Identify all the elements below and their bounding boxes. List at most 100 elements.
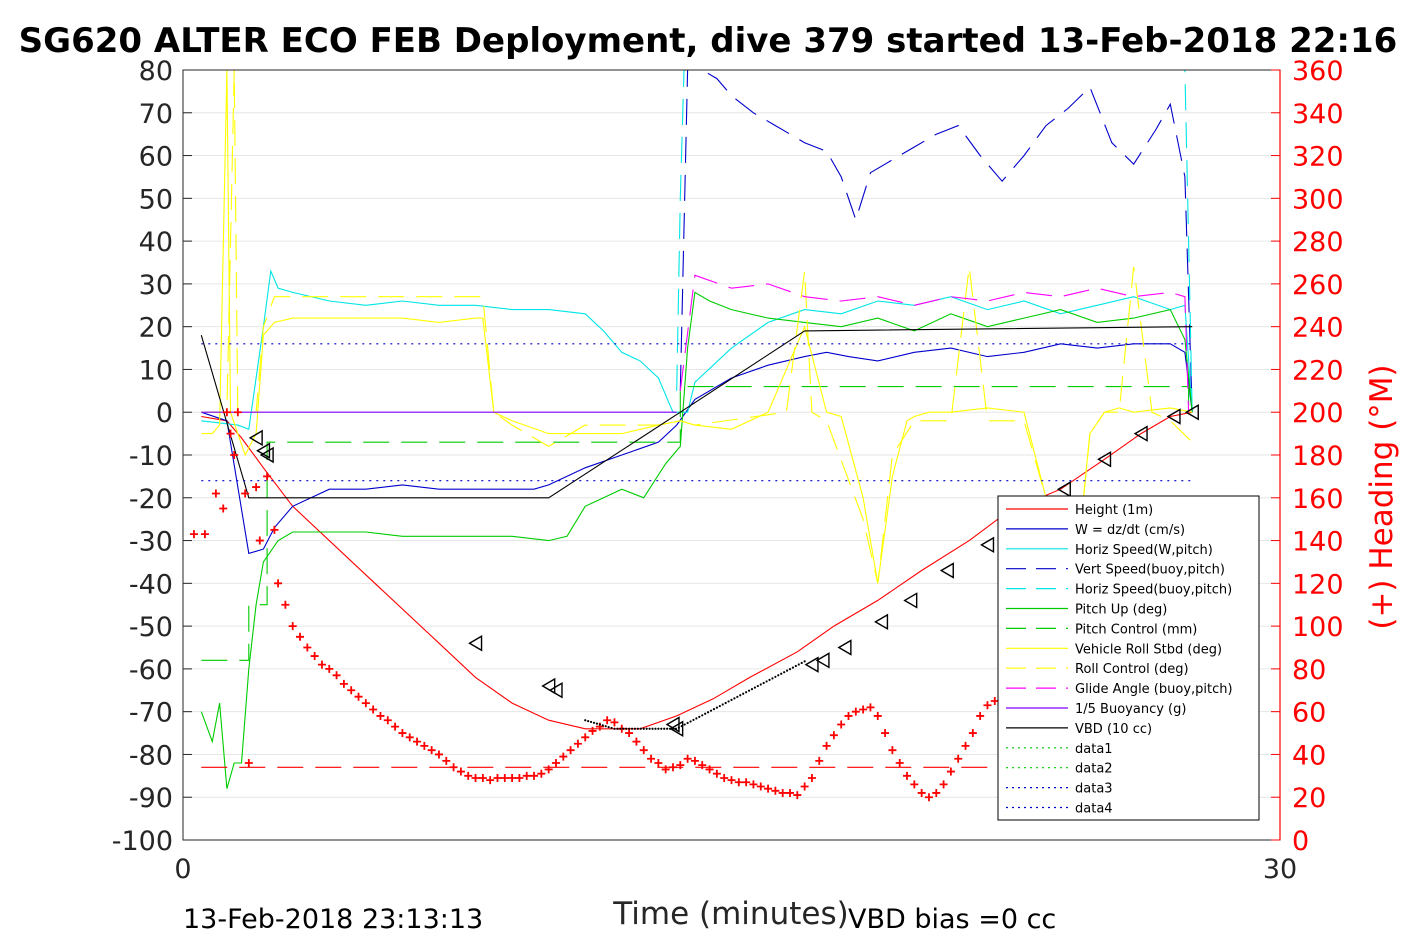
heading-point [654,759,663,767]
series-line-5 [200,291,1193,789]
trail-dot [783,671,786,674]
heading-point [581,733,590,742]
left-tick-label: 80 [139,56,173,87]
heading-point [683,754,692,763]
trail-dot [630,727,634,730]
trail-dot [645,727,648,730]
right-tick-label: 120 [1292,569,1344,600]
right-tick-label: 200 [1292,398,1344,429]
triangle-marker [874,613,889,631]
trail-dot [794,664,797,668]
trail-dot [674,727,678,730]
triangle-marker [939,562,954,579]
heading-point [515,773,524,782]
axes: 80706050403020100-10-20-30-40-50-60-70-8… [112,56,1344,885]
heading-point [537,769,546,778]
legend-label: Vehicle Roll Stbd (deg) [1075,642,1222,657]
trail-dot [598,723,601,726]
heading-point [288,622,297,631]
heading-point [639,746,648,755]
heading-point [383,716,392,725]
trail-dot [780,672,783,675]
triangle-marker [980,536,995,554]
trail-dot [721,703,724,706]
x-tick-label: 30 [1263,854,1297,885]
heading-point [478,773,487,782]
heading-point [756,782,765,791]
left-tick-label: 0 [156,398,173,429]
trail-dot [660,727,663,730]
triangle-marker [1133,425,1148,442]
heading-point [632,737,641,746]
trail-dot [671,727,675,730]
heading-point [347,686,356,695]
trail-dot [613,727,616,730]
legend-label: Pitch Up (deg) [1075,603,1167,618]
legend-label: 1/5 Buoyancy (g) [1075,702,1186,717]
heading-point [456,767,465,776]
left-tick-label: -40 [129,569,173,600]
heading-point [749,780,758,789]
trail-dot [628,727,631,730]
trail-dot [619,727,622,730]
trail-dot [698,715,701,718]
heading-point [990,696,999,705]
heading-point [369,705,378,714]
trail-dot [683,723,686,726]
heading-point [303,643,312,652]
heading-point [522,771,531,780]
trail-dot [592,721,596,724]
right-tick-label: 80 [1292,655,1326,686]
heading-point [764,784,773,793]
trail-dot [785,669,789,672]
heading-point [427,746,436,755]
heading-point [464,771,473,780]
triangle-marker [815,652,830,669]
left-tick-label: -60 [129,655,173,686]
heading-point [588,726,597,735]
heading-point [530,771,539,780]
heading-point [668,763,677,772]
heading-point [310,652,319,661]
heading-point [413,737,422,746]
heading-point [508,773,517,782]
right-tick-label: 160 [1292,484,1344,515]
legend-label: Vert Speed(buoy,pitch) [1075,563,1225,578]
left-tick-label: 70 [139,99,173,130]
left-tick-label: 20 [139,313,173,344]
left-tick-label: 10 [139,355,173,386]
heading-point [815,756,824,765]
trail-dot [747,689,751,692]
heading-point [361,699,370,708]
triangle-marker [248,429,263,447]
legend-label: Pitch Control (mm) [1075,622,1197,637]
trail-dot [657,727,660,730]
trail-dot [750,688,754,691]
heading-point [226,429,235,438]
right-tick-label: 240 [1292,313,1344,344]
trail-dot [774,675,777,678]
series-line-1 [201,343,1193,555]
triangle-marker [259,446,274,464]
heading-point [873,711,882,720]
right-tick-label: 360 [1292,56,1344,87]
heading-point [263,472,272,481]
trail-dot [803,660,806,663]
trail-dot [727,700,730,703]
right-tick-label: 100 [1292,612,1344,643]
heading-point [211,489,220,498]
legend-label: Glide Angle (buoy,pitch) [1075,682,1233,697]
trail-dot [712,708,716,711]
heading-point [881,729,890,738]
trail-dot [695,717,698,720]
heading-point [822,741,831,750]
triangle-marker [1056,481,1071,498]
heading-point [376,711,385,720]
heading-point [603,716,612,725]
trail-dot [777,674,780,677]
heading-point [837,720,846,729]
trail-dot [668,727,672,730]
heading-point [829,731,838,740]
trail-dot [689,720,692,723]
heading-point [698,761,707,770]
